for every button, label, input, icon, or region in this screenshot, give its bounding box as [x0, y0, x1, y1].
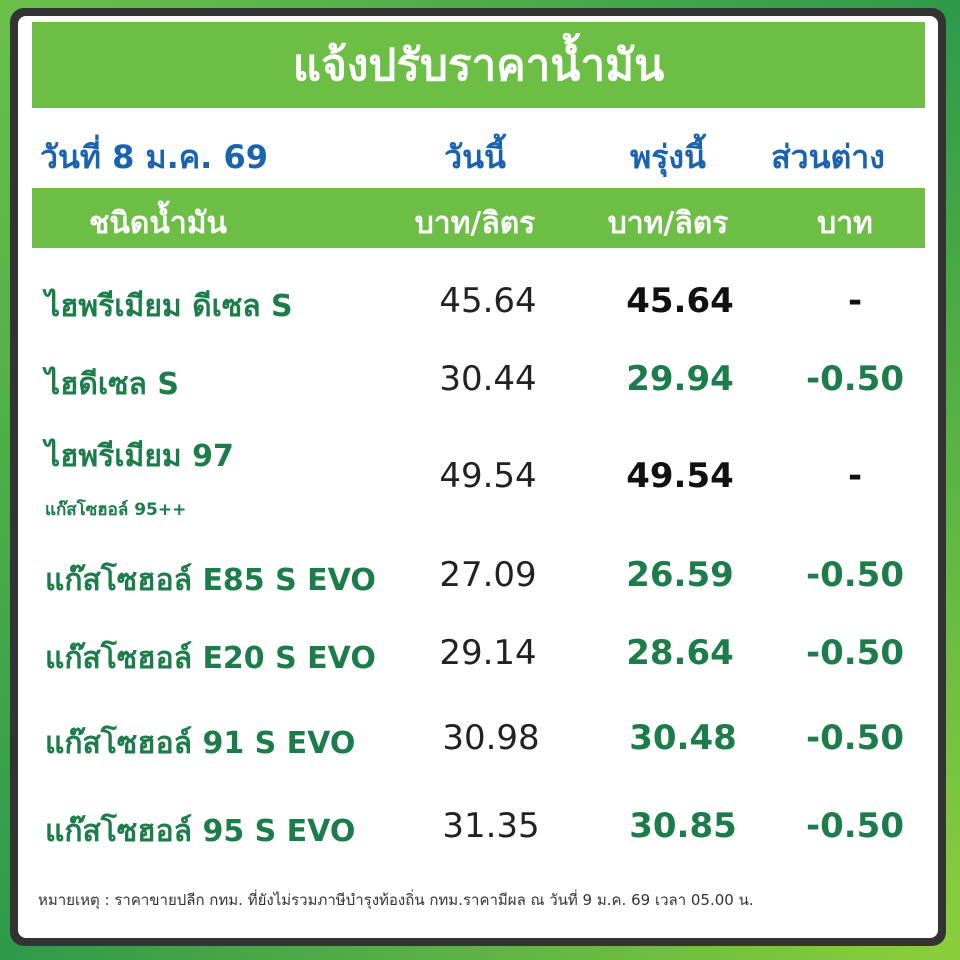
price-today: 31.35 [442, 806, 540, 846]
fuel-name: แก๊สโซฮอล์ 91 S EVO [45, 726, 356, 761]
price-tomorrow: 26.59 [626, 555, 734, 595]
col-type: ชนิดน้ำมัน [89, 206, 227, 241]
price-tomorrow: 49.54 [626, 456, 734, 496]
price-today: 49.54 [439, 456, 537, 496]
price-change: -0.50 [806, 806, 904, 846]
price-change: -0.50 [806, 359, 904, 399]
price-change: -0.50 [806, 718, 904, 758]
fuel-name: ไฮพรีเมียม 97 [45, 439, 234, 474]
price-change: -0.50 [806, 555, 904, 595]
fuel-name: ไฮพรีเมียม ดีเซล S [45, 289, 293, 324]
price-today: 27.09 [439, 555, 537, 595]
fuel-note: แก๊สโซฮอล์ 95++ [45, 500, 187, 520]
price-today: 30.98 [442, 718, 540, 758]
card [18, 16, 938, 938]
price-tomorrow: 29.94 [626, 359, 734, 399]
subheader-bar [32, 188, 925, 248]
fuel-name: แก๊สโซฮอล์ E20 S EVO [45, 641, 376, 676]
footnote: หมายเหตุ : ราคาขายปลีก กทม. ที่ยังไม่รวม… [38, 891, 754, 909]
fuel-name: แก๊สโซฮอล์ E85 S EVO [45, 563, 376, 598]
price-today: 29.14 [439, 633, 537, 673]
col-change: ส่วนต่าง [771, 138, 885, 176]
price-tomorrow: 28.64 [626, 633, 734, 673]
price-today: 30.44 [439, 359, 537, 399]
price-tomorrow: 30.48 [629, 718, 737, 758]
unit-tomorrow: บาท/ลิตร [607, 206, 729, 241]
col-tomorrow: พรุ่งนี้ [630, 138, 706, 176]
price-change: -0.50 [806, 633, 904, 673]
price-change: - [847, 281, 863, 321]
fuel-name: ไฮดีเซล S [45, 367, 179, 402]
unit-today: บาท/ลิตร [414, 206, 536, 241]
unit-change: บาท [817, 206, 873, 241]
title: แจ้งปรับราคาน้ำมัน [32, 22, 925, 108]
price-change: - [847, 456, 863, 496]
price-tomorrow: 30.85 [629, 806, 737, 846]
col-today: วันนี้ [444, 138, 506, 176]
price-tomorrow: 45.64 [626, 281, 734, 321]
date: วันที่ 8 ม.ค. 69 [40, 138, 268, 176]
fuel-name: แก๊สโซฮอล์ 95 S EVO [45, 814, 356, 849]
price-today: 45.64 [439, 281, 537, 321]
